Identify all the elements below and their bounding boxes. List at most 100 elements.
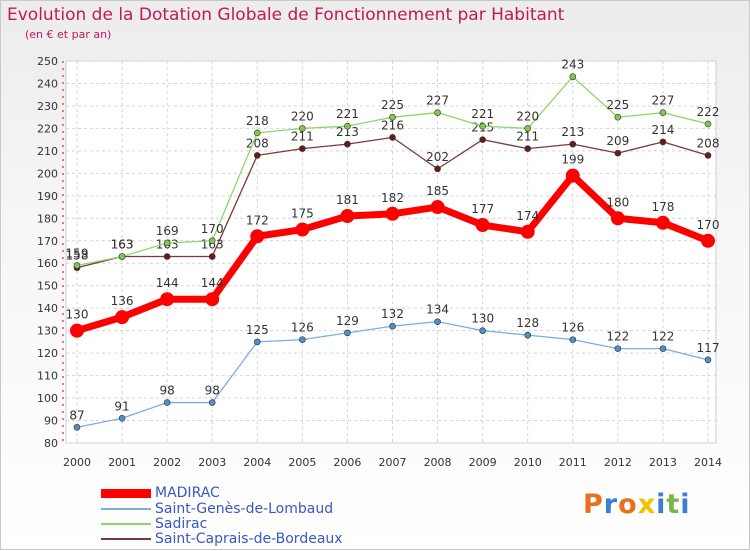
data-point-saint-caprais-de-bordeaux — [524, 145, 532, 152]
legend-swatch-saint-caprais — [101, 538, 151, 540]
data-label-madirac: 178 — [651, 200, 674, 214]
data-label-madirac: 170 — [697, 218, 720, 232]
data-point-sadirac — [299, 125, 306, 132]
data-point-madirac — [475, 218, 490, 233]
data-label-sadirac: 169 — [156, 224, 179, 238]
data-point-sadirac — [118, 253, 126, 260]
data-point-sadirac — [389, 113, 396, 121]
legend-swatch-madirac — [101, 488, 151, 498]
data-point-saint-genes-de-lombaud — [614, 345, 622, 352]
data-label-saint-caprais-de-bordeaux: 213 — [336, 125, 359, 139]
y-tick-label: 170 — [37, 235, 58, 248]
y-tick-label: 80 — [44, 437, 58, 450]
legend-item-saint-caprais: Saint-Caprais-de-Bordeaux — [101, 531, 343, 547]
data-label-sadirac: 243 — [561, 58, 584, 72]
chart-subtitle: (en € et par an) — [25, 28, 112, 41]
data-point-madirac — [295, 222, 310, 237]
y-tick-label: 100 — [37, 392, 58, 405]
data-point-saint-genes-de-lombaud — [389, 322, 396, 330]
data-label-saint-genes-de-lombaud: 129 — [336, 314, 359, 328]
logo-letter: i — [680, 489, 691, 520]
x-tick-label: 2002 — [153, 456, 181, 469]
x-tick-label: 2008 — [424, 456, 452, 469]
y-tick-label: 200 — [37, 167, 58, 180]
data-label-saint-genes-de-lombaud: 87 — [69, 408, 84, 422]
data-point-sadirac — [253, 129, 261, 137]
plot-area — [65, 60, 717, 444]
series-sadirac: 159 163 169 170 218 220 221 225 227 221 220 243 225 2… — [66, 58, 720, 269]
data-point-sadirac — [659, 109, 667, 116]
data-point-saint-caprais-de-bordeaux — [208, 253, 216, 260]
data-label-saint-genes-de-lombaud: 122 — [651, 330, 674, 344]
data-label-saint-genes-de-lombaud: 98 — [160, 384, 175, 398]
chart-title: Evolution de la Dotation Globale de Fonc… — [7, 5, 565, 25]
data-point-saint-caprais-de-bordeaux — [253, 152, 261, 159]
data-label-madirac: 144 — [201, 276, 224, 290]
data-label-sadirac: 218 — [246, 114, 269, 128]
proxiti-logo: Proxiti — [583, 489, 691, 520]
data-label-saint-genes-de-lombaud: 91 — [114, 399, 129, 413]
data-label-sadirac: 225 — [381, 98, 404, 112]
data-label-sadirac: 159 — [66, 246, 89, 260]
y-tick-label: 250 — [37, 55, 58, 68]
data-label-sadirac: 221 — [471, 107, 494, 121]
data-label-saint-caprais-de-bordeaux: 211 — [516, 130, 539, 144]
data-label-saint-genes-de-lombaud: 132 — [381, 307, 404, 321]
data-point-sadirac — [704, 120, 712, 128]
data-label-sadirac: 225 — [606, 98, 629, 112]
data-point-sadirac — [434, 109, 441, 116]
legend-item-sadirac: Sadirac — [101, 516, 207, 532]
series-madirac: 130 136 144 144 172 175 181 182 185 177 174 199 180 1… — [66, 153, 720, 338]
data-point-madirac — [520, 224, 535, 239]
data-label-madirac: 136 — [111, 294, 134, 308]
data-label-saint-caprais-de-bordeaux: 213 — [561, 125, 584, 139]
data-point-saint-genes-de-lombaud — [344, 329, 351, 337]
legend-item-madirac: MADIRAC — [101, 485, 220, 501]
y-tick-label: 240 — [37, 77, 58, 90]
legend-label-saint-genes: Saint-Genès-de-Lombaud — [155, 501, 334, 517]
data-point-saint-genes-de-lombaud — [73, 423, 81, 431]
series-saint-genes-de-lombaud: 87 91 98 98 125 126 129 132 134 130 128 126 122 122 11… — [69, 303, 719, 431]
data-label-saint-genes-de-lombaud: 126 — [561, 321, 584, 335]
legend-swatch-saint-genes — [101, 508, 151, 510]
data-label-saint-caprais-de-bordeaux: 216 — [381, 118, 404, 132]
logo-letter: x — [637, 489, 657, 520]
data-label-madirac: 185 — [426, 184, 449, 198]
data-point-madirac — [160, 292, 175, 307]
data-point-saint-genes-de-lombaud — [118, 414, 126, 422]
data-label-saint-genes-de-lombaud: 98 — [205, 384, 220, 398]
x-tick-label: 2009 — [469, 456, 497, 469]
data-point-saint-caprais-de-bordeaux — [704, 152, 712, 159]
data-label-madirac: 174 — [516, 209, 539, 223]
x-tick-label: 2005 — [288, 456, 316, 469]
data-point-madirac — [250, 229, 265, 244]
data-point-madirac — [340, 209, 355, 224]
y-tick-label: 140 — [37, 302, 58, 315]
data-label-saint-genes-de-lombaud: 126 — [291, 321, 314, 335]
y-tick-label: 150 — [37, 280, 58, 293]
data-label-saint-caprais-de-bordeaux: 163 — [111, 237, 134, 251]
data-point-saint-caprais-de-bordeaux — [163, 253, 171, 260]
data-label-saint-caprais-de-bordeaux: 208 — [246, 136, 269, 150]
data-label-madirac: 180 — [606, 195, 629, 209]
data-label-sadirac: 222 — [697, 105, 720, 119]
data-point-saint-caprais-de-bordeaux — [569, 140, 577, 148]
y-tick-label: 90 — [44, 415, 58, 428]
data-label-saint-genes-de-lombaud: 130 — [471, 312, 494, 326]
data-point-saint-caprais-de-bordeaux — [344, 140, 351, 148]
data-point-saint-caprais-de-bordeaux — [479, 136, 486, 143]
data-label-saint-caprais-de-bordeaux: 208 — [697, 136, 720, 150]
data-label-sadirac: 220 — [516, 109, 539, 123]
data-point-saint-genes-de-lombaud — [704, 356, 712, 364]
logo-letter: i — [656, 489, 667, 520]
data-label-madirac: 199 — [561, 153, 584, 167]
legend-swatch-sadirac — [101, 523, 151, 525]
data-point-madirac — [655, 215, 670, 230]
data-label-sadirac: 227 — [426, 94, 449, 108]
data-point-madirac — [610, 211, 625, 226]
x-tick-label: 2014 — [694, 456, 722, 469]
x-tick-label: 2011 — [559, 456, 587, 469]
data-label-madirac: 175 — [291, 207, 314, 221]
data-label-sadirac: 227 — [651, 94, 674, 108]
data-label-madirac: 172 — [246, 213, 269, 227]
